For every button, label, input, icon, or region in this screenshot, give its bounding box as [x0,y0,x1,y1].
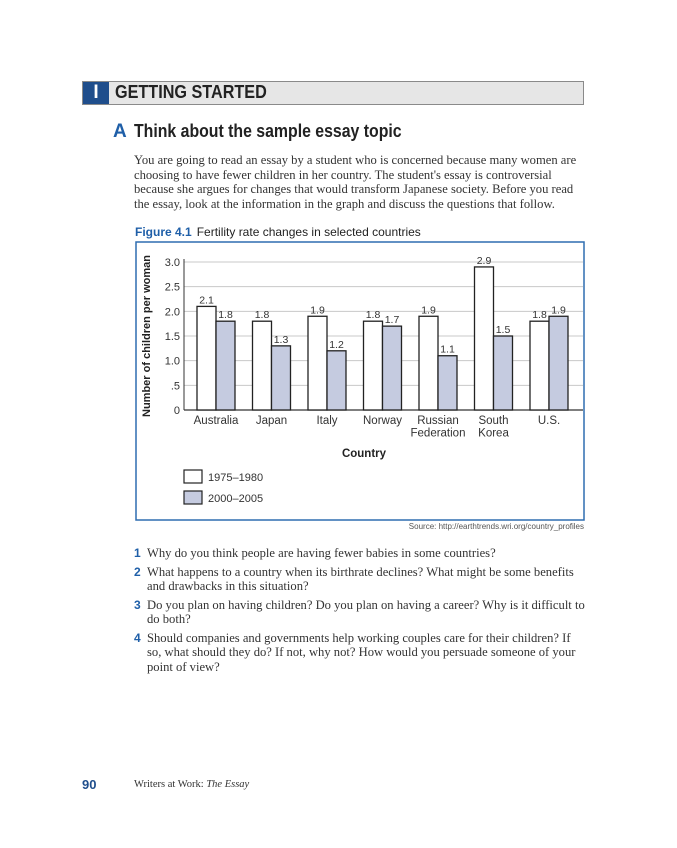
section-number: I [83,82,109,104]
y-tick-label: 3.0 [165,257,180,269]
x-tick-label: South [478,415,508,427]
bar-1975-1980 [307,315,328,411]
bar-value-label: 1.2 [329,339,344,351]
figure-label: Figure 4.1 [135,225,192,239]
bar-value-label: 1.5 [496,324,511,336]
question-item: 4 Should companies and governments help w… [134,631,586,675]
question-list: 1 Why do you think people are having fewe… [134,546,586,678]
bar-2000-2005 [215,320,236,411]
book-title: Writers at Work: [134,779,207,790]
x-tick-label: Korea [478,428,509,440]
bar-value-label: 1.1 [440,344,455,356]
x-tick-label: Australia [194,415,239,427]
question-text: What happens to a country when its birth… [147,564,574,594]
bar-2000-2005 [326,350,347,411]
bar-value-label: 1.7 [385,314,400,326]
x-tick-label: Norway [363,415,402,427]
book-subtitle: The Essay [206,779,250,790]
bar-value-label: 1.8 [218,309,233,321]
figure-caption: Figure 4.1 Fertility rate changes in sele… [135,225,421,239]
legend-swatch [183,490,203,505]
bar-value-label: 1.9 [421,304,436,316]
bar-1975-1980 [529,320,550,411]
question-item: 3 Do you plan on having children? Do you … [134,598,586,627]
x-tick-label: Russian [417,415,459,427]
x-tick-label: Japan [256,415,287,427]
bar-1975-1980 [418,315,439,411]
bar-value-label: 1.8 [366,309,381,321]
bar-2000-2005 [548,315,569,411]
y-tick-label: .5 [171,380,180,392]
bar-2000-2005 [492,335,514,411]
y-tick-label: 1.5 [165,331,180,343]
bar-value-label: 2.1 [199,294,214,306]
bar-1975-1980 [251,320,273,411]
bar-value-label: 2.9 [477,255,492,267]
subsection-letter: A [113,121,127,142]
subsection-title: Think about the sample essay topic [134,121,402,141]
legend-label: 2000–2005 [208,493,263,505]
bar-value-label: 1.9 [310,304,325,316]
question-text: Do you plan on having children? Do you p… [147,597,585,627]
y-axis-title: Number of children per woman [141,255,153,417]
question-text: Should companies and governments help wo… [147,630,576,674]
bar-value-label: 1.9 [551,304,566,316]
x-tick-label: Federation [411,428,466,440]
intro-paragraph: You are going to read an essay by a stud… [134,153,577,211]
bar-2000-2005 [270,345,292,411]
bar-1975-1980 [196,305,217,411]
question-number: 3 [134,597,141,612]
question-item: 2 What happens to a country when its birt… [134,565,586,594]
bar-value-label: 1.8 [255,309,270,321]
bar-1975-1980 [362,320,384,411]
running-footer: Writers at Work: The Essay [134,779,249,790]
legend-swatch [183,469,203,484]
figure-source: Source: http://earthtrends.wri.org/count… [408,522,584,531]
question-number: 1 [134,546,141,560]
y-tick-label: 2.5 [165,282,180,294]
y-tick-label: 1.0 [165,356,180,368]
x-tick-label: U.S. [538,415,560,427]
y-tick-label: 0 [174,405,180,417]
bar-value-label: 1.8 [532,309,547,321]
question-number: 2 [134,564,141,579]
question-text: Why do you think people are having fewer… [147,546,496,560]
legend-label: 1975–1980 [208,472,263,484]
figure-caption-text: Fertility rate changes in selected count… [196,225,421,239]
y-tick-label: 2.0 [165,306,180,318]
question-number: 4 [134,630,141,645]
section-header: I GETTING STARTED [82,81,584,105]
bar-2000-2005 [381,325,403,411]
bar-1975-1980 [473,266,495,411]
page-number: 90 [82,777,97,792]
question-item: 1 Why do you think people are having fewe… [134,546,586,561]
x-tick-label: Italy [316,415,337,427]
x-axis-title: Country [342,448,387,460]
bar-value-label: 1.3 [274,334,289,346]
section-title: GETTING STARTED [115,82,267,102]
bar-2000-2005 [437,355,458,411]
fertility-bar-chart: 0 .5 1.0 1.5 2.0 2.5 3.0 2.1 1.8 Australia 1.8 1.3 J… [135,241,585,521]
